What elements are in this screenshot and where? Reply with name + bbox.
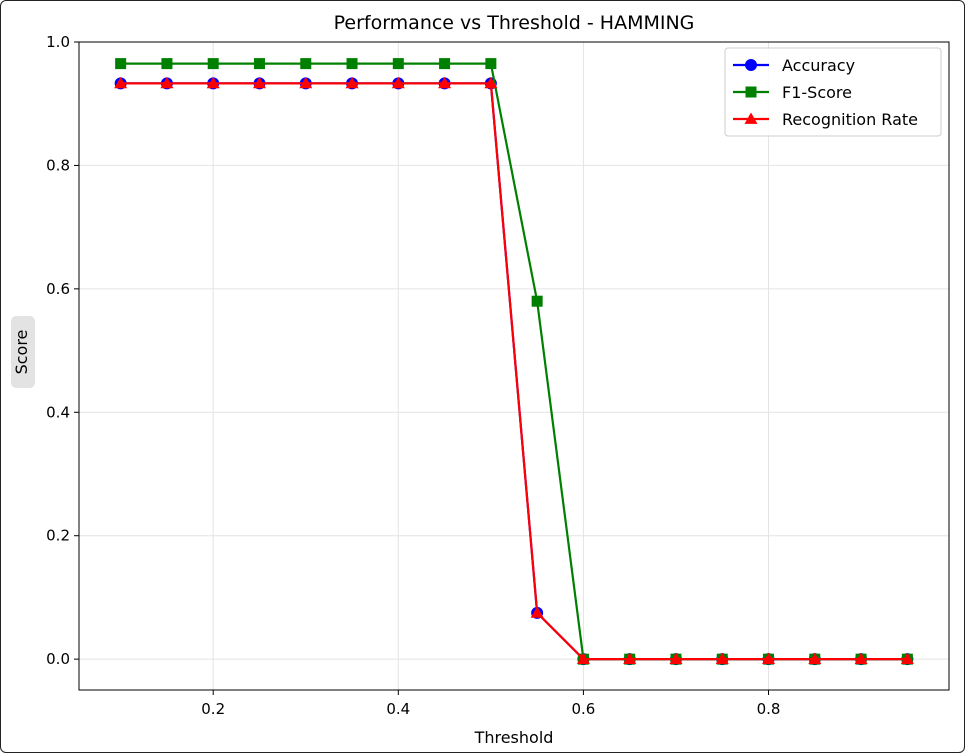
data-point <box>206 76 220 89</box>
y-tick-label: 0.6 <box>46 280 70 298</box>
data-point <box>391 76 405 89</box>
data-point <box>762 652 776 665</box>
data-point <box>207 58 219 70</box>
data-point <box>530 606 544 618</box>
axes-ticks: 0.2 0.4 0.6 0.8 0.0 0.2 0.4 0.6 0.8 1.0 <box>46 33 780 718</box>
plot-area <box>78 41 950 691</box>
y-tick-label: 0.4 <box>46 403 70 421</box>
data-point <box>115 58 127 70</box>
legend-label: Accuracy <box>782 56 855 75</box>
data-point <box>300 58 312 70</box>
y-axis-title-group: Score <box>11 316 35 388</box>
y-tick-label: 1.0 <box>46 33 70 51</box>
series-line <box>120 62 908 661</box>
x-tick-label: 0.2 <box>201 700 225 718</box>
series <box>114 58 914 666</box>
x-tick-label: 0.6 <box>571 700 595 718</box>
y-axis-title-background <box>11 316 35 388</box>
data-point <box>484 76 498 89</box>
legend-box <box>724 47 942 137</box>
series-recognition-rate <box>114 76 914 665</box>
y-tick-label: 0.2 <box>46 527 70 545</box>
data-point <box>531 295 543 307</box>
data-point <box>346 58 358 70</box>
legend-item: Recognition Rate <box>733 110 918 129</box>
legend-label: F1-Score <box>782 83 852 102</box>
grid <box>79 41 949 690</box>
data-point <box>900 652 914 665</box>
y-tick-label: 0.8 <box>46 156 70 174</box>
data-point <box>669 652 683 665</box>
chart-title: Performance vs Threshold - HAMMING <box>334 12 695 34</box>
legend-item: F1-Score <box>733 83 852 102</box>
data-point <box>299 76 313 89</box>
data-point <box>485 58 497 70</box>
data-point <box>114 76 128 89</box>
legend-marker <box>745 86 757 98</box>
data-point <box>808 652 822 665</box>
y-tick-label: 0.0 <box>46 650 70 668</box>
data-point <box>392 58 404 70</box>
data-point <box>715 652 729 665</box>
series-line <box>120 82 908 661</box>
data-point <box>160 76 174 89</box>
data-point <box>253 58 265 70</box>
series-line <box>120 82 908 661</box>
legend-label: Recognition Rate <box>782 110 918 129</box>
data-point <box>576 652 590 665</box>
data-point <box>345 76 359 89</box>
data-point <box>252 76 266 89</box>
legend: Accuracy F1-Score Recognition Rate <box>724 47 942 137</box>
data-point <box>161 58 173 70</box>
x-axis-title: Threshold <box>474 728 554 747</box>
x-tick-label: 0.8 <box>757 700 781 718</box>
x-tick-label: 0.4 <box>386 700 410 718</box>
legend-marker <box>744 112 758 124</box>
legend-item: Accuracy <box>733 56 855 75</box>
legend-marker <box>745 59 757 71</box>
series-f1-score <box>115 58 913 665</box>
data-point <box>854 652 868 665</box>
y-axis-title: Score <box>12 330 31 375</box>
data-point <box>439 58 451 70</box>
data-point <box>438 76 452 89</box>
data-point <box>623 652 637 665</box>
